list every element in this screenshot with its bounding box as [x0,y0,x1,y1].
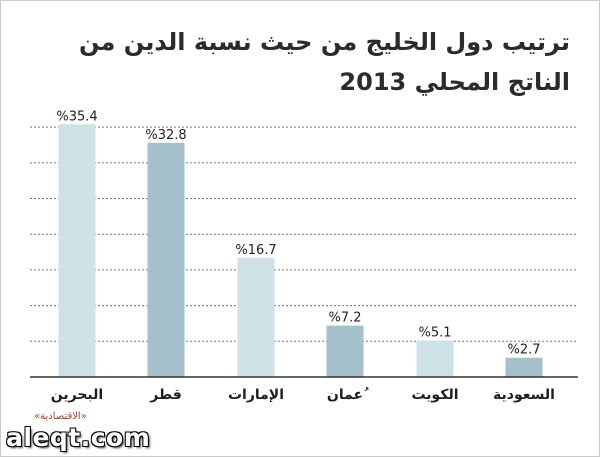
source-label: «الاقتصادية» [34,411,87,422]
category-label-4: الكويت [411,387,458,403]
value-label-4: %5.1 [418,326,451,341]
bar-2 [237,257,275,377]
category-label-1: قطر [149,387,182,403]
bar-0 [58,124,96,378]
value-label-3: %7.2 [328,311,361,326]
value-label-2: %16.7 [235,243,276,258]
value-label-0: %35.4 [56,109,97,124]
value-label-1: %32.8 [145,128,186,143]
chart-title: ترتيب دول الخليج من حيث نسبة الدين من ال… [78,28,570,96]
category-label-2: الإمارات [228,387,284,403]
bar-4 [416,340,454,377]
category-label-3: ُعمان [327,387,369,403]
category-label-5: السعودية [493,387,555,403]
value-label-5: %2.7 [507,343,540,358]
category-label-0: البحرين [51,387,103,403]
bar-5 [505,357,543,377]
bar-3 [326,325,364,377]
bar-1 [147,142,185,377]
watermark-text: aleqt.com [6,423,151,452]
